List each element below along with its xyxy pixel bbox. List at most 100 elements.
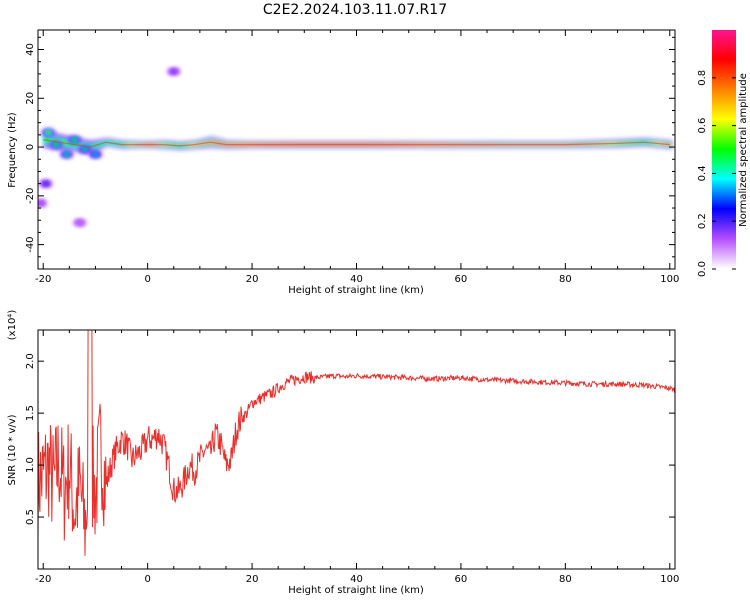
colorbar-cell	[712, 105, 736, 109]
colorbar-cell	[712, 225, 736, 228]
spectrogram-blob	[45, 130, 51, 135]
colorbar-cell	[712, 191, 736, 194]
spectrogram-blob	[171, 69, 177, 74]
colorbar-cell	[712, 149, 736, 153]
colorbar-cell	[712, 87, 736, 91]
colorbar-cell	[712, 239, 736, 242]
colorbar-cell	[712, 207, 736, 210]
colorbar-cell	[712, 209, 736, 212]
colorbar-cell	[712, 111, 736, 115]
colorbar-cell	[712, 233, 736, 236]
colorbar-cell	[712, 107, 736, 111]
colorbar-cell	[712, 151, 736, 155]
snr-x-tick-label: 100	[660, 574, 679, 585]
colorbar-cell	[712, 81, 736, 85]
colorbar-cell	[712, 41, 736, 45]
snr-y-axis-label: SNR (10 * v/v)	[7, 414, 18, 485]
colorbar-cell	[712, 261, 736, 264]
colorbar-cell	[712, 77, 736, 81]
snr-y-tick-label: 1.0	[25, 457, 36, 473]
colorbar-cell	[712, 61, 736, 65]
colorbar-cell	[712, 217, 736, 220]
colorbar-cell	[712, 95, 736, 99]
snr-y-tick-label: 1.5	[25, 405, 36, 421]
spectrogram-blob	[72, 137, 78, 142]
spectrogram-x-tick-label: 20	[246, 274, 259, 285]
colorbar-cell	[712, 257, 736, 260]
snr-y-scale-label: (x10⁴)	[7, 310, 18, 341]
colorbar-cell	[712, 201, 736, 204]
colorbar-cell	[712, 267, 736, 270]
colorbar-cell	[712, 51, 736, 55]
colorbar-cell	[712, 63, 736, 67]
colorbar-cell	[712, 89, 736, 93]
colorbar-cell	[712, 187, 736, 190]
colorbar-cell	[712, 139, 736, 143]
colorbar-cell	[712, 153, 736, 157]
colorbar-cell	[712, 193, 736, 196]
colorbar-cell	[712, 73, 736, 77]
colorbar-cell	[712, 197, 736, 200]
spectrogram-blob	[77, 220, 83, 225]
colorbar-cell	[712, 133, 736, 137]
colorbar-cell	[712, 127, 736, 131]
spectrogram-x-ticks: -20 0 20 40 60 80 100	[35, 30, 679, 285]
colorbar-cell	[712, 123, 736, 127]
snr-y-tick-label: 0.5	[25, 509, 36, 525]
colorbar-cell	[712, 167, 736, 171]
spectrogram-y-ticks: -40 -20 0 20 40	[25, 36, 675, 258]
colorbar-cell	[712, 113, 736, 117]
colorbar-cell	[712, 121, 736, 125]
colorbar-cell	[712, 161, 736, 165]
snr-x-tick-label: 60	[455, 574, 468, 585]
colorbar-cell	[712, 57, 736, 61]
colorbar-cell	[712, 35, 736, 39]
snr-x-tick-label: 80	[559, 574, 572, 585]
colorbar-cell	[712, 175, 736, 178]
spectrogram-x-tick-label: 100	[660, 274, 679, 285]
colorbar-cell	[712, 235, 736, 238]
colorbar-cell	[712, 109, 736, 113]
snr-series-line	[38, 330, 675, 556]
colorbar-cell	[712, 203, 736, 206]
colorbar-cell	[712, 83, 736, 87]
snr-plot-area	[38, 330, 675, 569]
colorbar-tick-label: 0.2	[697, 213, 708, 229]
colorbar-cell	[712, 125, 736, 129]
colorbar-cell	[712, 185, 736, 188]
colorbar-cell	[712, 213, 736, 216]
spectrogram-blob	[43, 181, 49, 186]
colorbar-cell	[712, 131, 736, 135]
spectrogram-y-tick-label: 20	[25, 92, 36, 105]
colorbar-cell	[712, 103, 736, 107]
colorbar-cell	[712, 231, 736, 234]
colorbar-label: Normalized spectral amplitude	[738, 73, 749, 227]
colorbar-cell	[712, 221, 736, 224]
colorbar-cell	[712, 179, 736, 182]
spectrogram-ridge-peak	[43, 139, 670, 148]
colorbar-cell	[712, 159, 736, 163]
spectrogram-y-tick-label: -20	[25, 188, 36, 204]
spectrogram-cell	[669, 143, 673, 146]
snr-panel: -20 0 20 40 60 80 100 0.5 1.0 1.5 2.0 Height of s…	[7, 310, 679, 596]
colorbar-cell	[712, 85, 736, 89]
colorbar-cell	[712, 147, 736, 151]
colorbar-cell	[712, 97, 736, 101]
colorbar-cell	[712, 37, 736, 41]
spectrogram-y-tick-label: 40	[25, 43, 36, 56]
colorbar-cell	[712, 245, 736, 248]
colorbar-tick-label: 0.0	[697, 261, 708, 277]
spectrogram-x-tick-label: 40	[350, 274, 363, 285]
colorbar-cell	[712, 137, 736, 141]
colorbar-cell	[712, 91, 736, 95]
colorbar-cell	[712, 129, 736, 133]
colorbar-cell	[712, 39, 736, 43]
colorbar-cell	[712, 251, 736, 254]
snr-x-tick-label: 0	[144, 574, 150, 585]
colorbar-cell	[712, 93, 736, 97]
colorbar-cell	[712, 157, 736, 161]
spectrogram-y-tick-label: 0	[25, 144, 36, 150]
spectrogram-blob	[53, 142, 59, 147]
colorbar-cell	[712, 101, 736, 105]
colorbar-cell	[712, 195, 736, 198]
